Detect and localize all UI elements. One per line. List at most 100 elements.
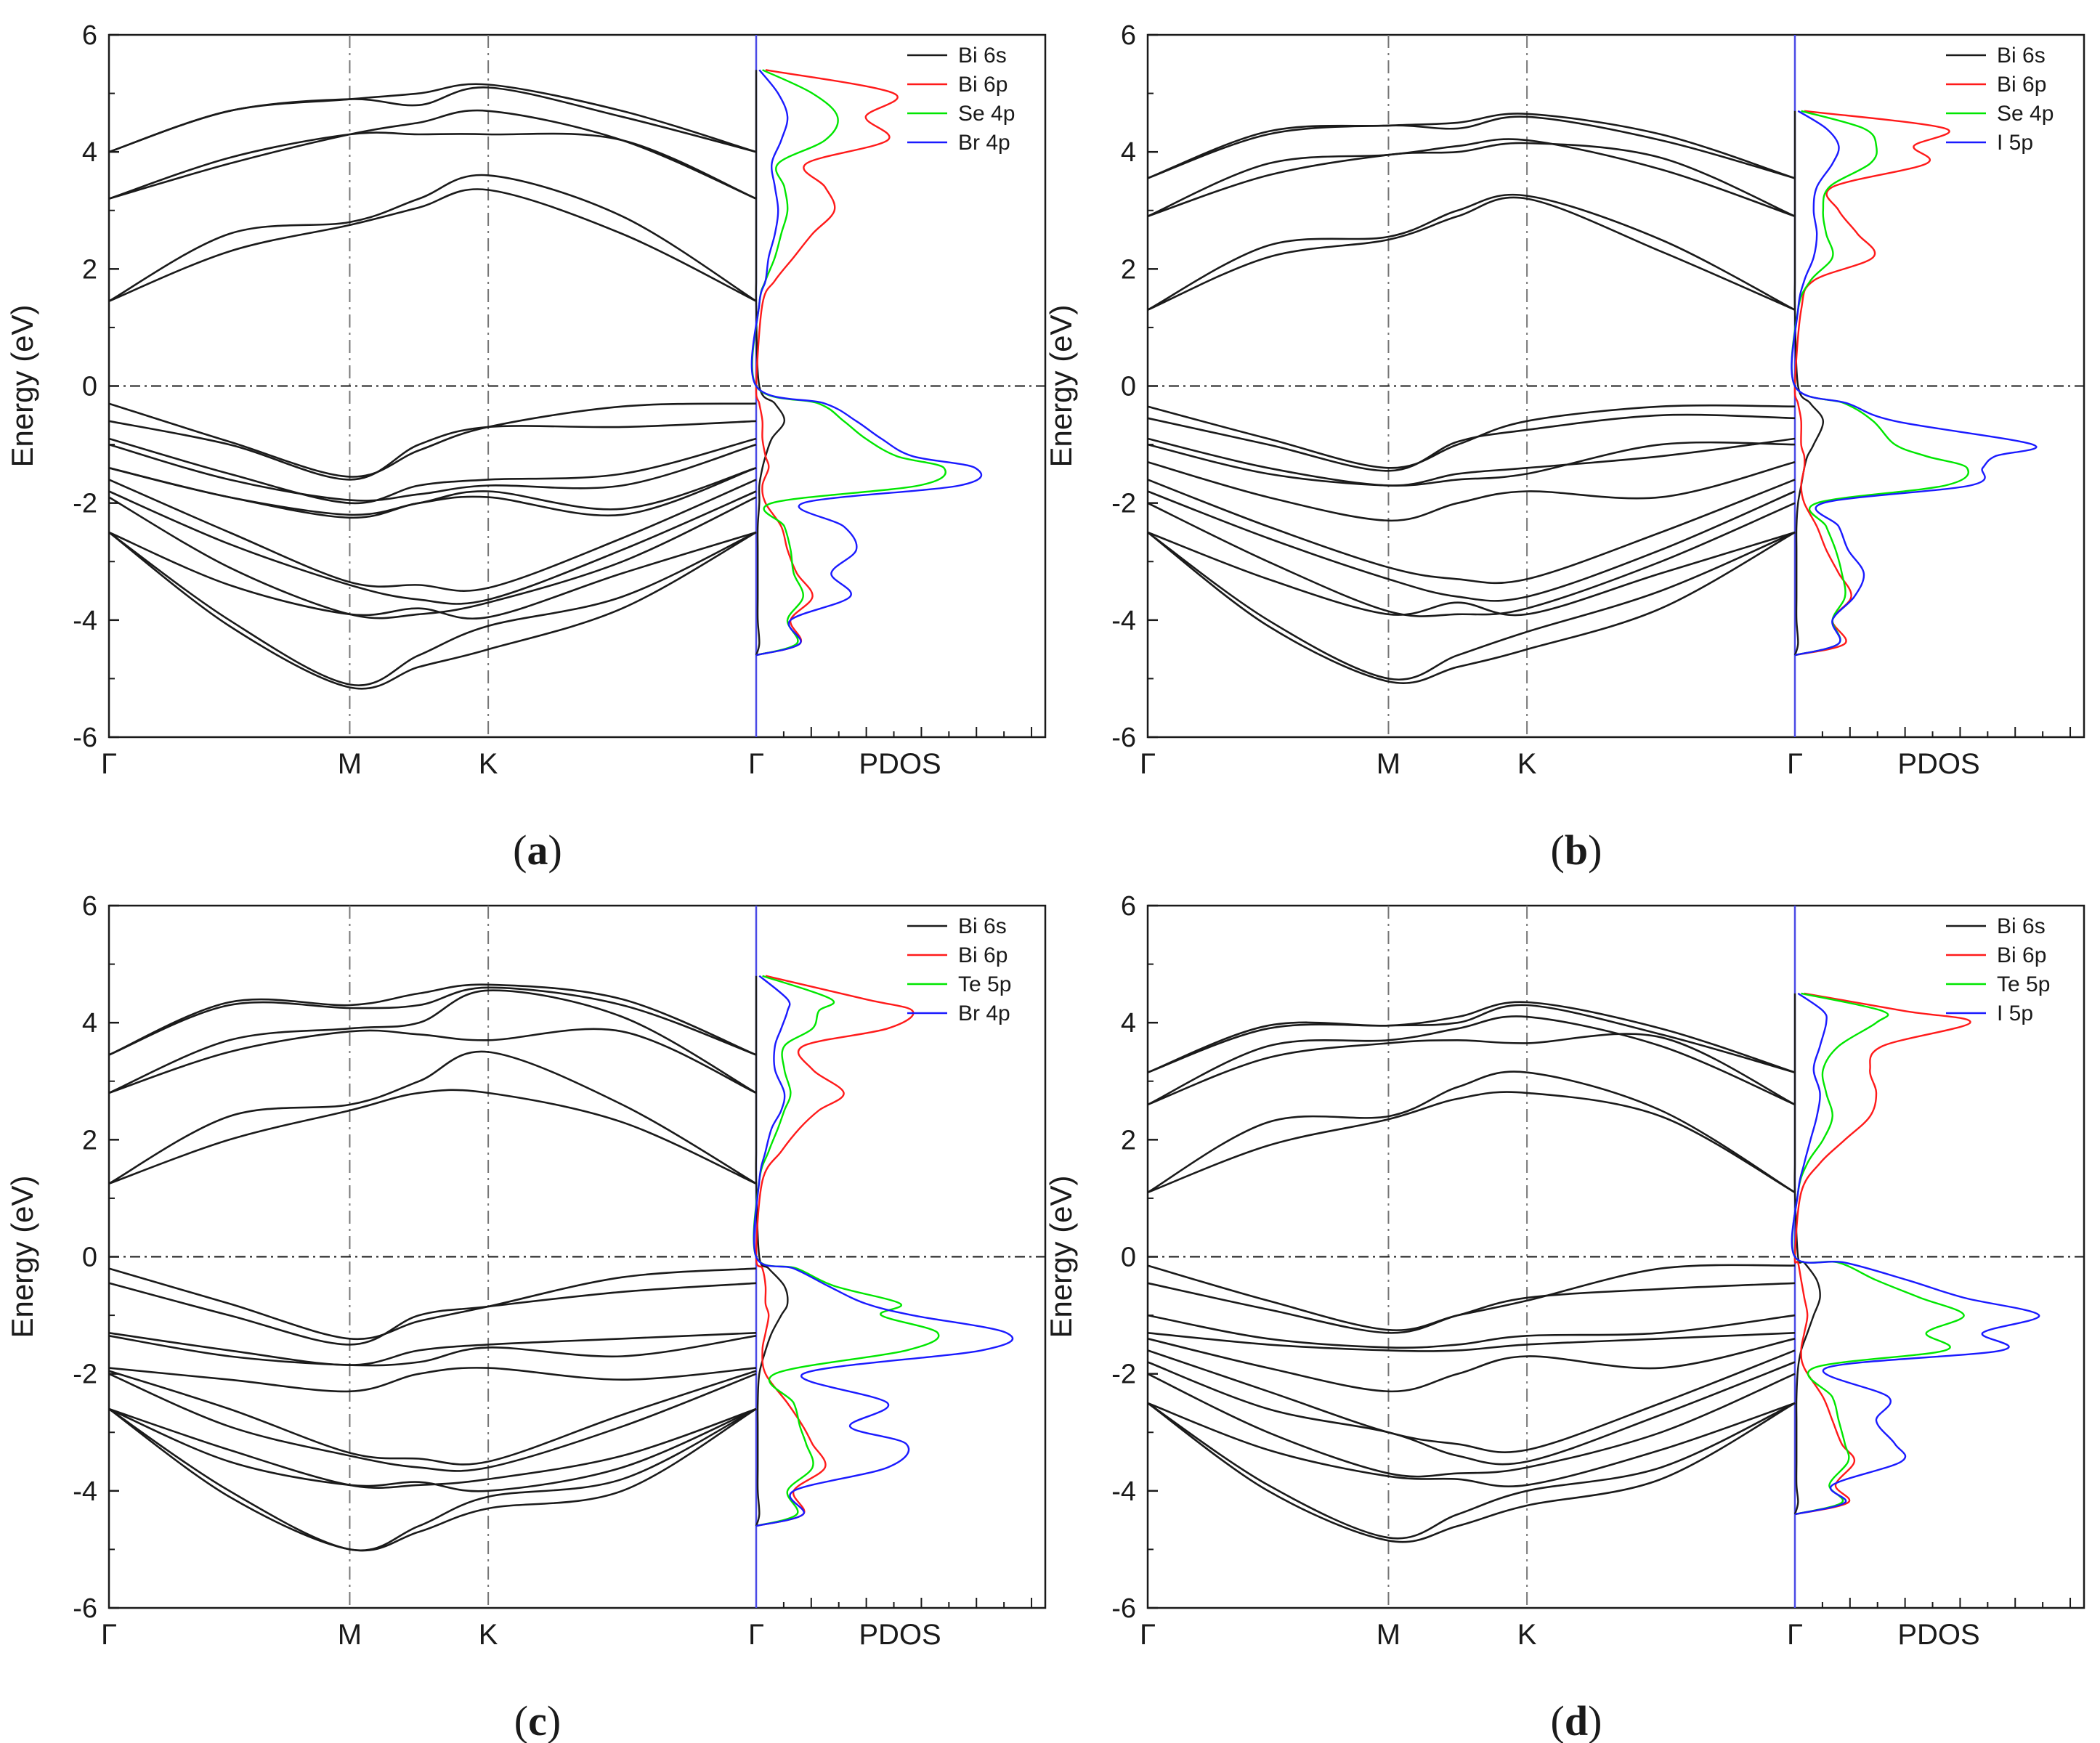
legend-entry: Te 5p xyxy=(1997,972,2050,996)
legend-entry: I 5p xyxy=(1997,1001,2033,1025)
y-tick-label: -4 xyxy=(73,1476,97,1507)
k-point-label: Γ xyxy=(1140,748,1156,780)
pdos-axis-label: PDOS xyxy=(1897,748,1979,780)
legend-entry: Se 4p xyxy=(1997,102,2054,126)
band-line xyxy=(1147,1004,1796,1073)
pdos-curve xyxy=(1793,992,1971,1516)
y-tick-label: 4 xyxy=(82,137,97,168)
panel-c: -6 -4 -2 0 2 4 6 Energy (eV) Γ M K Γ PDOS Bi 6s Bi 6p T… xyxy=(5,891,1047,1743)
y-axis-title: Energy (eV) xyxy=(5,1175,39,1338)
k-point-label: Γ xyxy=(748,1619,764,1651)
panel-caption: (a) xyxy=(513,826,562,874)
y-tick-label: 0 xyxy=(1121,372,1136,402)
panel-a: -6 -4 -2 0 2 4 6 Energy (eV) Γ M K Γ PDOS Bi 6s Bi 6p S… xyxy=(5,20,1047,874)
band-line xyxy=(1147,1338,1796,1393)
pdos-curve xyxy=(751,69,946,657)
k-point-label: K xyxy=(1517,1619,1537,1651)
band-line xyxy=(108,531,757,690)
k-point-label: Γ xyxy=(1140,1619,1156,1651)
pdos-curve xyxy=(1793,993,1821,1515)
pdos-curve xyxy=(750,69,983,657)
k-point-label: K xyxy=(479,748,498,780)
caption-close-paren: ) xyxy=(1588,826,1602,874)
caption-open-paren: ( xyxy=(513,826,527,874)
y-tick-label: 2 xyxy=(1121,254,1136,285)
y-tick-label: -2 xyxy=(73,1360,97,1390)
y-tick-label: 4 xyxy=(1121,137,1136,168)
k-point-label: K xyxy=(1517,748,1537,780)
band-line xyxy=(108,1407,757,1552)
band-line xyxy=(108,1370,757,1466)
k-point-label: Γ xyxy=(1787,748,1803,780)
y-tick-label: -6 xyxy=(1111,723,1136,753)
band-line xyxy=(1147,531,1796,617)
band-line xyxy=(108,188,757,302)
band-line xyxy=(108,1407,757,1492)
caption-open-paren: ( xyxy=(514,1697,528,1743)
band-line xyxy=(108,1028,757,1094)
band-line xyxy=(108,531,757,620)
band-line xyxy=(108,1373,757,1472)
k-point-label: Γ xyxy=(101,1619,117,1651)
band-line xyxy=(108,467,757,519)
panel-d: -6 -4 -2 0 2 4 6 Energy (eV) Γ M K Γ PDOS Bi 6s Bi 6p T… xyxy=(1044,891,2085,1743)
k-point-label: K xyxy=(479,1619,498,1651)
pdos-curve xyxy=(1791,992,2040,1516)
band-line xyxy=(108,402,757,478)
k-point-label: Γ xyxy=(1787,1619,1803,1651)
caption-close-paren: ) xyxy=(547,1697,561,1743)
band-line xyxy=(1147,1402,1796,1488)
k-point-label: M xyxy=(1377,1619,1400,1651)
y-tick-label: 6 xyxy=(82,891,97,922)
y-tick-label: 4 xyxy=(82,1008,97,1039)
band-line xyxy=(1147,115,1796,179)
band-line xyxy=(1147,437,1796,487)
band-line xyxy=(1147,193,1796,311)
y-tick-label: -6 xyxy=(1111,1593,1136,1624)
caption-letter: b xyxy=(1565,826,1588,874)
caption-letter: a xyxy=(527,826,548,874)
band-line xyxy=(1147,490,1796,602)
band-line xyxy=(1147,142,1796,218)
band-line xyxy=(108,109,757,200)
band-line xyxy=(1147,1361,1796,1466)
band-line xyxy=(108,420,757,481)
y-tick-label: 4 xyxy=(1121,1008,1136,1039)
k-point-label: Γ xyxy=(748,748,764,780)
legend-entry: Br 4p xyxy=(958,131,1010,155)
pdos-curve xyxy=(755,975,789,1527)
band-line xyxy=(108,1282,757,1346)
pdos-curve xyxy=(1791,992,1965,1516)
band-line xyxy=(1147,1402,1796,1543)
band-line xyxy=(108,1367,757,1393)
band-line xyxy=(108,1267,757,1341)
pdos-axis-label: PDOS xyxy=(859,748,941,780)
band-line xyxy=(1147,1033,1796,1106)
band-line xyxy=(1147,138,1796,218)
y-tick-label: 0 xyxy=(1121,1243,1136,1273)
band-line xyxy=(1147,1070,1796,1194)
caption-close-paren: ) xyxy=(1588,1697,1602,1743)
legend-entry: Se 4p xyxy=(958,102,1015,126)
band-line xyxy=(1147,1349,1796,1453)
band-line xyxy=(108,443,757,502)
band-line xyxy=(108,1407,757,1489)
band-line xyxy=(1147,1332,1796,1352)
legend-entry: Bi 6s xyxy=(1997,914,2046,938)
caption-letter: c xyxy=(528,1697,547,1743)
panel-b: -6 -4 -2 0 2 4 6 Energy (eV) Γ M K Γ PDOS Bi 6s Bi 6p S… xyxy=(1044,20,2085,874)
band-line xyxy=(108,531,757,686)
band-line xyxy=(1147,1091,1796,1194)
band-line xyxy=(108,989,757,1094)
k-point-label: M xyxy=(338,748,362,780)
legend-entry: Bi 6p xyxy=(1997,943,2046,967)
pdos-axis-label: PDOS xyxy=(1897,1619,1979,1651)
band-line xyxy=(1147,479,1796,585)
k-point-label: M xyxy=(1377,748,1400,780)
legend-entry: Te 5p xyxy=(958,972,1011,996)
pdos-curve xyxy=(1793,110,1950,657)
legend-entry: Bi 6s xyxy=(958,44,1007,68)
panel-caption: (c) xyxy=(514,1697,561,1743)
k-point-label: Γ xyxy=(101,748,117,780)
